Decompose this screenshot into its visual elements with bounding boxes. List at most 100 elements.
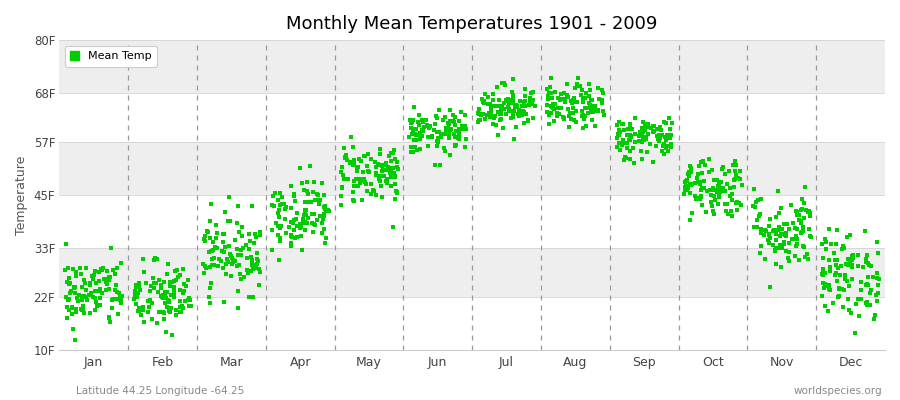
Point	[76, 292, 91, 299]
Point	[623, 156, 637, 162]
Point	[252, 282, 266, 288]
Point	[801, 209, 815, 215]
Point	[824, 240, 839, 247]
Point	[63, 280, 77, 286]
Point	[659, 120, 673, 126]
Point	[143, 288, 157, 295]
Point	[844, 252, 859, 259]
Point	[644, 125, 658, 132]
Point	[567, 95, 581, 102]
Point	[647, 123, 662, 130]
Point	[724, 212, 739, 219]
Point	[65, 303, 79, 310]
Point	[794, 230, 808, 237]
Point	[636, 119, 651, 126]
Point	[221, 194, 236, 200]
Point	[681, 168, 696, 175]
Point	[67, 285, 81, 292]
Point	[158, 310, 172, 316]
Point	[471, 119, 485, 126]
Point	[519, 111, 534, 117]
Point	[459, 125, 473, 132]
Point	[506, 76, 520, 82]
Point	[353, 180, 367, 186]
Point	[383, 167, 398, 174]
Point	[526, 97, 541, 104]
Point	[560, 80, 574, 87]
Point	[105, 296, 120, 302]
Point	[379, 166, 393, 173]
Point	[863, 290, 878, 296]
Point	[632, 138, 646, 144]
Point	[416, 119, 430, 125]
Point	[167, 284, 182, 291]
Point	[843, 310, 858, 316]
Point	[693, 181, 707, 187]
Point	[769, 260, 783, 267]
Point	[615, 121, 629, 127]
Point	[497, 100, 511, 106]
Point	[505, 89, 519, 95]
Point	[110, 296, 124, 302]
Point	[88, 295, 103, 301]
Point	[173, 309, 187, 315]
Point	[447, 114, 462, 120]
Point	[351, 164, 365, 170]
Point	[831, 294, 845, 300]
Point	[451, 135, 465, 142]
Point	[567, 117, 581, 123]
Point	[282, 224, 296, 230]
Point	[143, 283, 157, 289]
Point	[375, 167, 390, 174]
Point	[826, 300, 841, 306]
Point	[621, 126, 635, 132]
Point	[770, 230, 784, 237]
Point	[388, 173, 402, 179]
Point	[481, 112, 495, 119]
Point	[685, 181, 699, 187]
Title: Monthly Mean Temperatures 1901 - 2009: Monthly Mean Temperatures 1901 - 2009	[286, 15, 658, 33]
Point	[319, 235, 333, 241]
Point	[616, 121, 630, 128]
Point	[440, 127, 454, 133]
Point	[800, 250, 814, 257]
Point	[819, 246, 833, 252]
Point	[700, 188, 715, 194]
Point	[818, 283, 832, 289]
Point	[484, 102, 499, 109]
Point	[615, 142, 629, 148]
Point	[284, 240, 298, 246]
Point	[775, 226, 789, 232]
Point	[346, 162, 361, 168]
Point	[731, 174, 745, 181]
Point	[861, 273, 876, 280]
Point	[391, 189, 405, 195]
Point	[722, 168, 736, 174]
Point	[318, 203, 332, 209]
Point	[135, 304, 149, 311]
Point	[545, 104, 560, 110]
Point	[788, 253, 802, 260]
Point	[834, 286, 849, 293]
Point	[430, 138, 445, 145]
Point	[231, 252, 246, 258]
Point	[439, 125, 454, 131]
Point	[689, 175, 704, 181]
Point	[654, 132, 669, 139]
Point	[634, 128, 649, 135]
Point	[507, 107, 521, 114]
Bar	[59, 195, 885, 248]
Point	[298, 206, 312, 213]
Point	[316, 216, 330, 222]
Point	[271, 232, 285, 238]
Point	[230, 202, 245, 209]
Point	[575, 111, 590, 118]
Point	[374, 162, 389, 169]
Point	[481, 101, 495, 107]
Point	[203, 264, 218, 270]
Point	[758, 227, 772, 234]
Point	[68, 337, 83, 343]
Point	[518, 98, 533, 104]
Point	[204, 262, 219, 268]
Point	[414, 133, 428, 139]
